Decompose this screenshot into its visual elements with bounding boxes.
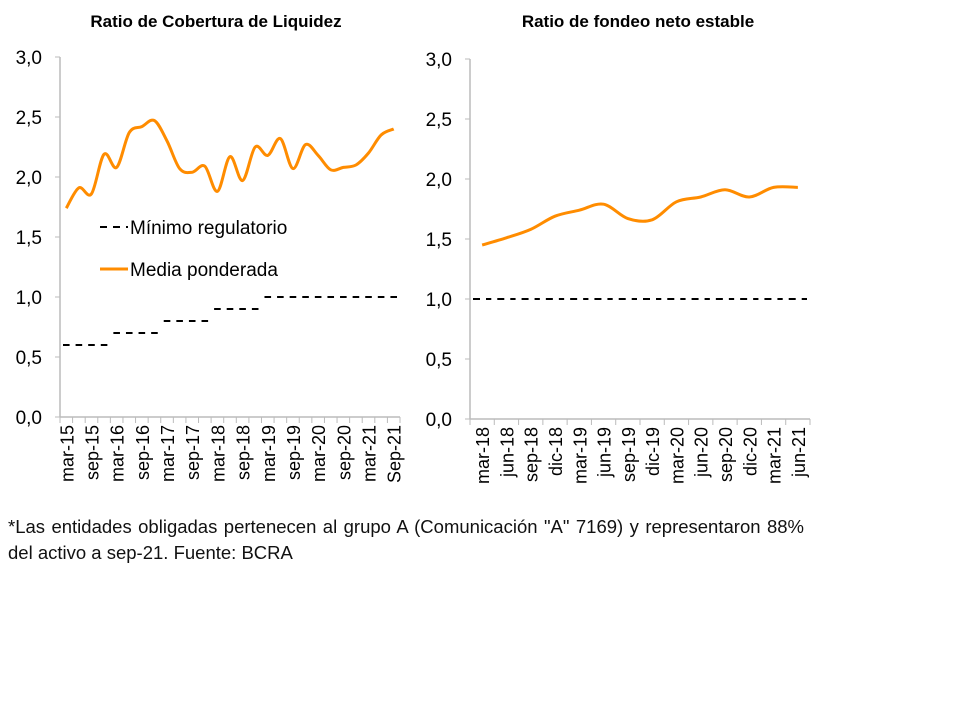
footnote: *Las entidades obligadas pertenecen al g… bbox=[8, 516, 804, 563]
y-tick-label: 2,0 bbox=[16, 168, 42, 189]
y-tick-label: 0,0 bbox=[16, 408, 42, 429]
chart-1: Ratio de fondeo neto estable 0,0 0,5 1,0 1,5… bbox=[426, 12, 811, 484]
x-tick-label: jun-21 bbox=[789, 427, 809, 478]
x-tick-label: sep-17 bbox=[183, 425, 203, 480]
series-media bbox=[481, 185, 798, 247]
x-tick-label: dic-18 bbox=[546, 427, 566, 476]
y-tick-label: 2,5 bbox=[426, 110, 452, 131]
x-tick-label: sep-20 bbox=[716, 427, 736, 482]
x-tick-label: mar-19 bbox=[570, 427, 590, 484]
x-tick-label: mar-15 bbox=[57, 425, 77, 482]
x-tick-label: sep-18 bbox=[234, 425, 254, 480]
legend-label: Mínimo regulatorio bbox=[130, 218, 287, 239]
x-tick-label: jun-20 bbox=[692, 427, 712, 478]
y-tick-label: 0,5 bbox=[426, 350, 452, 371]
series-minimo bbox=[63, 296, 397, 346]
x-tick-label: dic-20 bbox=[740, 427, 760, 476]
y-tick-label: 1,5 bbox=[426, 230, 452, 251]
y-tick-label: 3,0 bbox=[426, 50, 452, 71]
chart-title: Ratio de fondeo neto estable bbox=[522, 12, 754, 31]
chart-title: Ratio de Cobertura de Liquidez bbox=[90, 12, 341, 31]
x-tick-label: sep-16 bbox=[133, 425, 153, 480]
x-tick-label: mar-21 bbox=[360, 425, 380, 482]
x-tick-label: mar-20 bbox=[309, 425, 329, 482]
y-tick-label: 1,0 bbox=[426, 290, 452, 311]
x-tick-label: mar-18 bbox=[208, 425, 228, 482]
y-tick-label: 0,0 bbox=[426, 410, 452, 431]
x-tick-label: mar-21 bbox=[765, 427, 785, 484]
x-tick-label: mar-19 bbox=[259, 425, 279, 482]
x-tick-label: mar-17 bbox=[158, 425, 178, 482]
y-tick-label: 1,0 bbox=[16, 288, 42, 309]
x-tick-label: sep-18 bbox=[522, 427, 542, 482]
y-tick-label: 3,0 bbox=[16, 48, 42, 69]
legend-label: Media ponderada bbox=[130, 260, 278, 281]
x-tick-label: jun-18 bbox=[497, 427, 517, 478]
x-tick-label: mar-16 bbox=[108, 425, 128, 482]
x-tick-label: dic-19 bbox=[643, 427, 663, 476]
x-tick-label: sep-20 bbox=[334, 425, 354, 480]
y-tick-label: 1,5 bbox=[16, 228, 42, 249]
chart-0: Ratio de Cobertura de Liquidez 0,0 0,5 1,0 1… bbox=[16, 12, 405, 483]
x-tick-label: sep-15 bbox=[82, 425, 102, 480]
x-tick-label: sep-19 bbox=[619, 427, 639, 482]
y-tick-label: 2,5 bbox=[16, 108, 42, 129]
x-tick-label: sep-19 bbox=[284, 425, 304, 480]
y-tick-label: 0,5 bbox=[16, 348, 42, 369]
x-tick-label: mar-18 bbox=[473, 427, 493, 484]
x-tick-label: jun-19 bbox=[595, 427, 615, 478]
x-tick-label: mar-20 bbox=[667, 427, 687, 484]
series-media bbox=[64, 118, 395, 209]
y-tick-label: 2,0 bbox=[426, 170, 452, 191]
x-tick-label: Sep-21 bbox=[385, 425, 405, 483]
